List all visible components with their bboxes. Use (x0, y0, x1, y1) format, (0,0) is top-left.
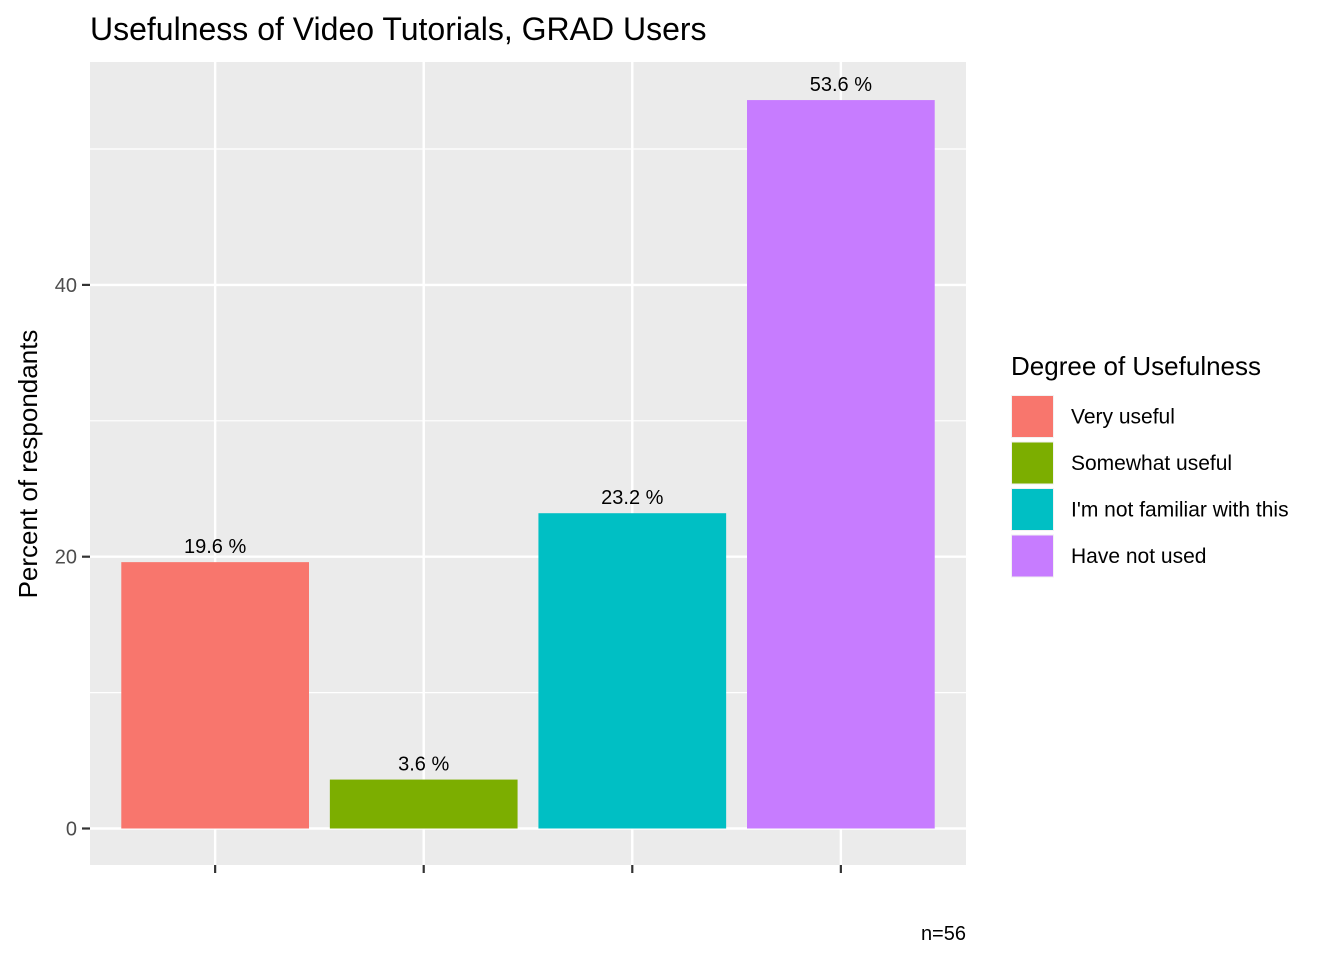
bar-3 (538, 513, 727, 829)
legend-label-4: Have not used (1071, 545, 1206, 568)
legend-swatch-3 (1012, 489, 1053, 530)
axes: 0 20 40 (55, 275, 842, 873)
bar-value-label: 23.2 % (601, 487, 663, 509)
legend-label-3: I'm not familiar with this (1071, 499, 1289, 522)
legend-label-2: Somewhat useful (1071, 452, 1232, 475)
legend-swatch-2 (1012, 442, 1053, 484)
y-tick-label: 20 (55, 547, 77, 569)
legend-title: Degree of Usefulness (1011, 351, 1261, 381)
bars: 19.6 % 3.6 % 23.2 % 53.6 % (121, 74, 935, 829)
chart-title: Usefulness of Video Tutorials, GRAD User… (90, 11, 707, 47)
bar-1 (121, 562, 310, 829)
bar-value-label: 19.6 % (184, 536, 246, 558)
y-axis-label: Percent of respondants (13, 330, 43, 599)
y-tick-label: 40 (55, 275, 77, 297)
legend-label-1: Very useful (1071, 406, 1175, 429)
legend-swatch-4 (1012, 535, 1053, 577)
bar-2 (329, 779, 518, 829)
bar-4 (747, 100, 935, 829)
y-tick-label: 0 (66, 819, 77, 841)
bar-value-label: 53.6 % (810, 74, 872, 96)
legend-swatch-1 (1012, 396, 1053, 437)
bar-value-label: 3.6 % (398, 754, 449, 776)
legend: Degree of Usefulness Very useful Somewhat… (1011, 351, 1289, 578)
caption: n=56 (921, 923, 966, 945)
